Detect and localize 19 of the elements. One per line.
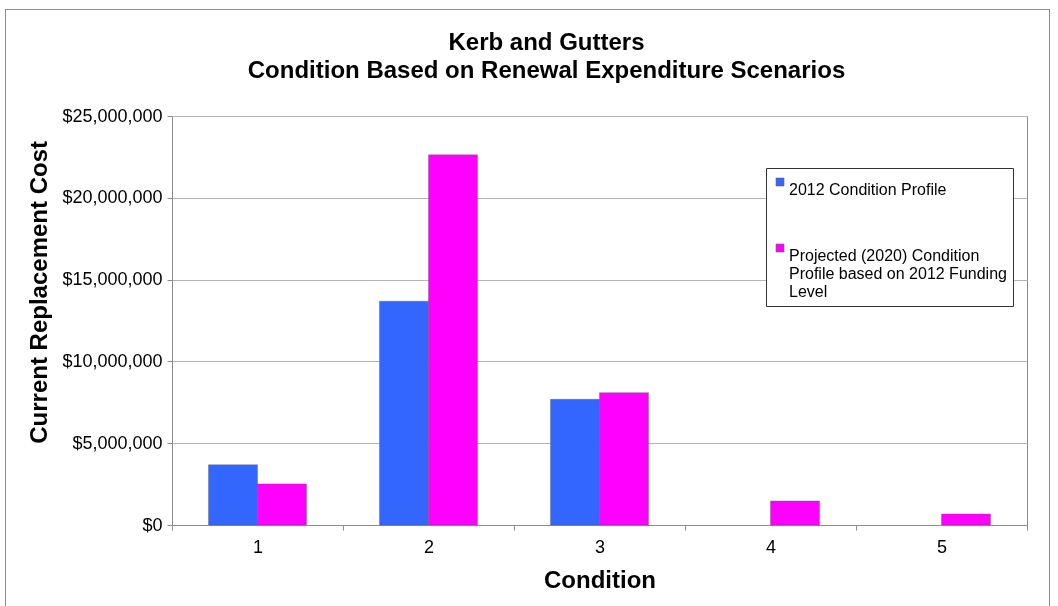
y-tick-label: $0 xyxy=(142,514,163,535)
chart-subtitle: Condition Based on Renewal Expenditure Scenarios xyxy=(247,56,846,83)
bar xyxy=(770,500,820,526)
x-tick-label: 3 xyxy=(594,536,606,557)
y-tick-label: $10,000,000 xyxy=(62,350,163,371)
x-tick-label: 1 xyxy=(252,536,264,557)
x-tick-label: 4 xyxy=(765,536,777,557)
y-axis-title: Current Replacement Cost xyxy=(25,141,53,444)
legend-label: 2012 Condition Profile xyxy=(789,181,947,198)
y-tick-label: $25,000,000 xyxy=(62,105,163,126)
legend-label: Projected (2020) Condition Profile based on 2012 Funding Level xyxy=(789,247,1007,300)
y-tick-label: $5,000,000 xyxy=(72,432,163,453)
x-tick-label: 2 xyxy=(423,536,435,557)
y-tick-label: $20,000,000 xyxy=(62,187,163,208)
chart-title: Kerb and Gutters xyxy=(448,28,645,55)
x-axis-title: Condition xyxy=(544,565,656,593)
x-tick-label: 5 xyxy=(936,536,948,557)
y-tick-label: $15,000,000 xyxy=(62,269,163,290)
bar xyxy=(941,513,991,526)
